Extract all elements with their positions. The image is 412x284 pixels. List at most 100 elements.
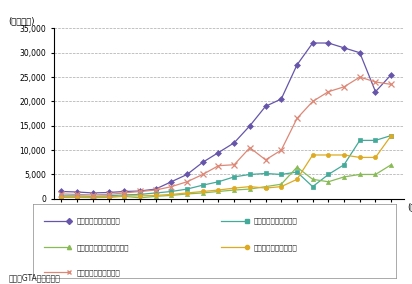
優位性が見極めにくい品目 [342,175,346,179]
タイがやや優位な品目 [326,173,331,176]
タイが特に優位な品目 [326,41,331,45]
Line: 中国がやや優位な品目: 中国がやや優位な品目 [59,133,393,199]
中国が特に優位な品目 [263,158,268,162]
タイがやや優位な品目 [185,187,190,191]
中国がやや優位な品目 [216,188,221,192]
中国が特に優位な品目 [295,117,300,120]
Line: 優位性が見極めにくい品目: 優位性が見極めにくい品目 [59,163,393,200]
Line: タイが特に優位な品目: タイが特に優位な品目 [59,41,393,195]
優位性が見極めにくい品目 [106,196,111,199]
タイがやや優位な品目 [357,139,362,142]
優位性が見極めにくい品目 [326,180,331,183]
タイが特に優位な品目 [373,90,378,93]
タイが特に優位な品目 [216,151,221,154]
中国が特に優位な品目 [216,164,221,167]
優位性が見極めにくい品目 [263,185,268,188]
タイがやや優位な品目 [153,191,158,195]
中国が特に優位な品目 [342,85,346,89]
タイがやや優位な品目 [169,190,174,193]
優位性が見極めにくい品目 [247,187,252,191]
中国が特に優位な品目 [373,80,378,84]
中国がやや優位な品目 [326,153,331,157]
優位性が見極めにくい品目 [216,190,221,193]
タイがやや優位な品目 [75,194,80,198]
タイが特に優位な品目 [138,189,143,193]
中国が特に優位な品目 [279,149,284,152]
中国がやや優位な品目 [138,194,143,198]
中国がやや優位な品目 [389,134,394,137]
タイが特に優位な品目 [342,46,346,50]
タイがやや優位な品目 [295,170,300,174]
タイがやや優位な品目 [200,183,205,187]
中国がやや優位な品目 [75,195,80,199]
優位性が見極めにくい品目 [59,196,64,199]
中国が特に優位な品目 [169,185,174,188]
タイが特に優位な品目 [310,41,315,45]
タイがやや優位な品目 [247,173,252,176]
タイがやや優位な品目 [389,134,394,137]
優位性が見極めにくい品目 [310,178,315,181]
中国が特に優位な品目 [153,188,158,192]
タイがやや優位な品目 [216,180,221,183]
優位性が見極めにくい品目 [138,196,143,200]
優位性が見極めにくい品目 [169,194,174,197]
タイが特に優位な品目 [106,191,111,194]
中国がやや優位な品目 [90,195,95,199]
中国が特に優位な品目 [200,173,205,176]
中国が特に優位な品目 [310,100,315,103]
中国がやや優位な品目 [169,193,174,196]
タイが特に優位な品目 [263,105,268,108]
Text: タイがやや優位な品目: タイがやや優位な品目 [254,218,298,224]
優位性が見極めにくい品目 [75,196,80,199]
Text: 中国がやや優位な品目: 中国がやや優位な品目 [254,244,298,250]
優位性が見極めにくい品目 [200,191,205,195]
中国が特に優位な品目 [326,90,331,93]
中国がやや優位な品目 [263,186,268,190]
中国が特に優位な品目 [138,190,143,193]
優位性が見極めにくい品目 [279,183,284,186]
優位性が見極めにくい品目 [185,192,190,196]
中国が特に優位な品目 [232,163,236,166]
Text: 資料：GTAから作成。: 資料：GTAから作成。 [8,273,60,283]
タイが特に優位な品目 [200,160,205,164]
タイが特に優位な品目 [357,51,362,55]
タイがやや優位な品目 [232,175,236,179]
タイが特に優位な品目 [247,124,252,128]
タイがやや優位な品目 [138,193,143,196]
中国がやや優位な品目 [122,194,127,198]
優位性が見極めにくい品目 [232,188,236,192]
優位性が見極めにくい品目 [373,173,378,176]
タイが特に優位な品目 [279,97,284,101]
優位性が見極めにくい品目 [389,163,394,166]
中国がやや優位な品目 [247,185,252,188]
中国が特に優位な品目 [75,193,80,196]
タイが特に優位な品目 [59,190,64,193]
タイが特に優位な品目 [232,141,236,145]
タイがやや優位な品目 [122,193,127,197]
Line: タイがやや優位な品目: タイがやや優位な品目 [59,133,393,199]
中国がやや優位な品目 [279,185,284,188]
優位性が見極めにくい品目 [357,173,362,176]
中国が特に優位な品目 [106,193,111,196]
中国が特に優位な品目 [122,191,127,195]
タイが特に優位な品目 [389,73,394,76]
Text: タイが特に優位な品目: タイが特に優位な品目 [77,218,120,224]
タイがやや優位な品目 [342,163,346,166]
タイがやや優位な品目 [373,139,378,142]
中国が特に優位な品目 [59,192,64,196]
タイがやや優位な品目 [106,194,111,198]
中国がやや優位な品目 [295,178,300,181]
中国がやや優位な品目 [373,156,378,159]
タイがやや優位な品目 [263,172,268,175]
中国がやや優位な品目 [153,194,158,197]
タイが特に優位な品目 [169,180,174,183]
中国が特に優位な品目 [389,83,394,86]
タイがやや優位な品目 [279,173,284,176]
中国がやや優位な品目 [200,190,205,193]
タイが特に優位な品目 [185,173,190,176]
タイが特に優位な品目 [75,190,80,194]
タイが特に優位な品目 [295,63,300,67]
中国がやや優位な品目 [357,156,362,159]
Line: 中国が特に優位な品目: 中国が特に優位な品目 [59,74,394,198]
優位性が見極めにくい品目 [153,195,158,198]
